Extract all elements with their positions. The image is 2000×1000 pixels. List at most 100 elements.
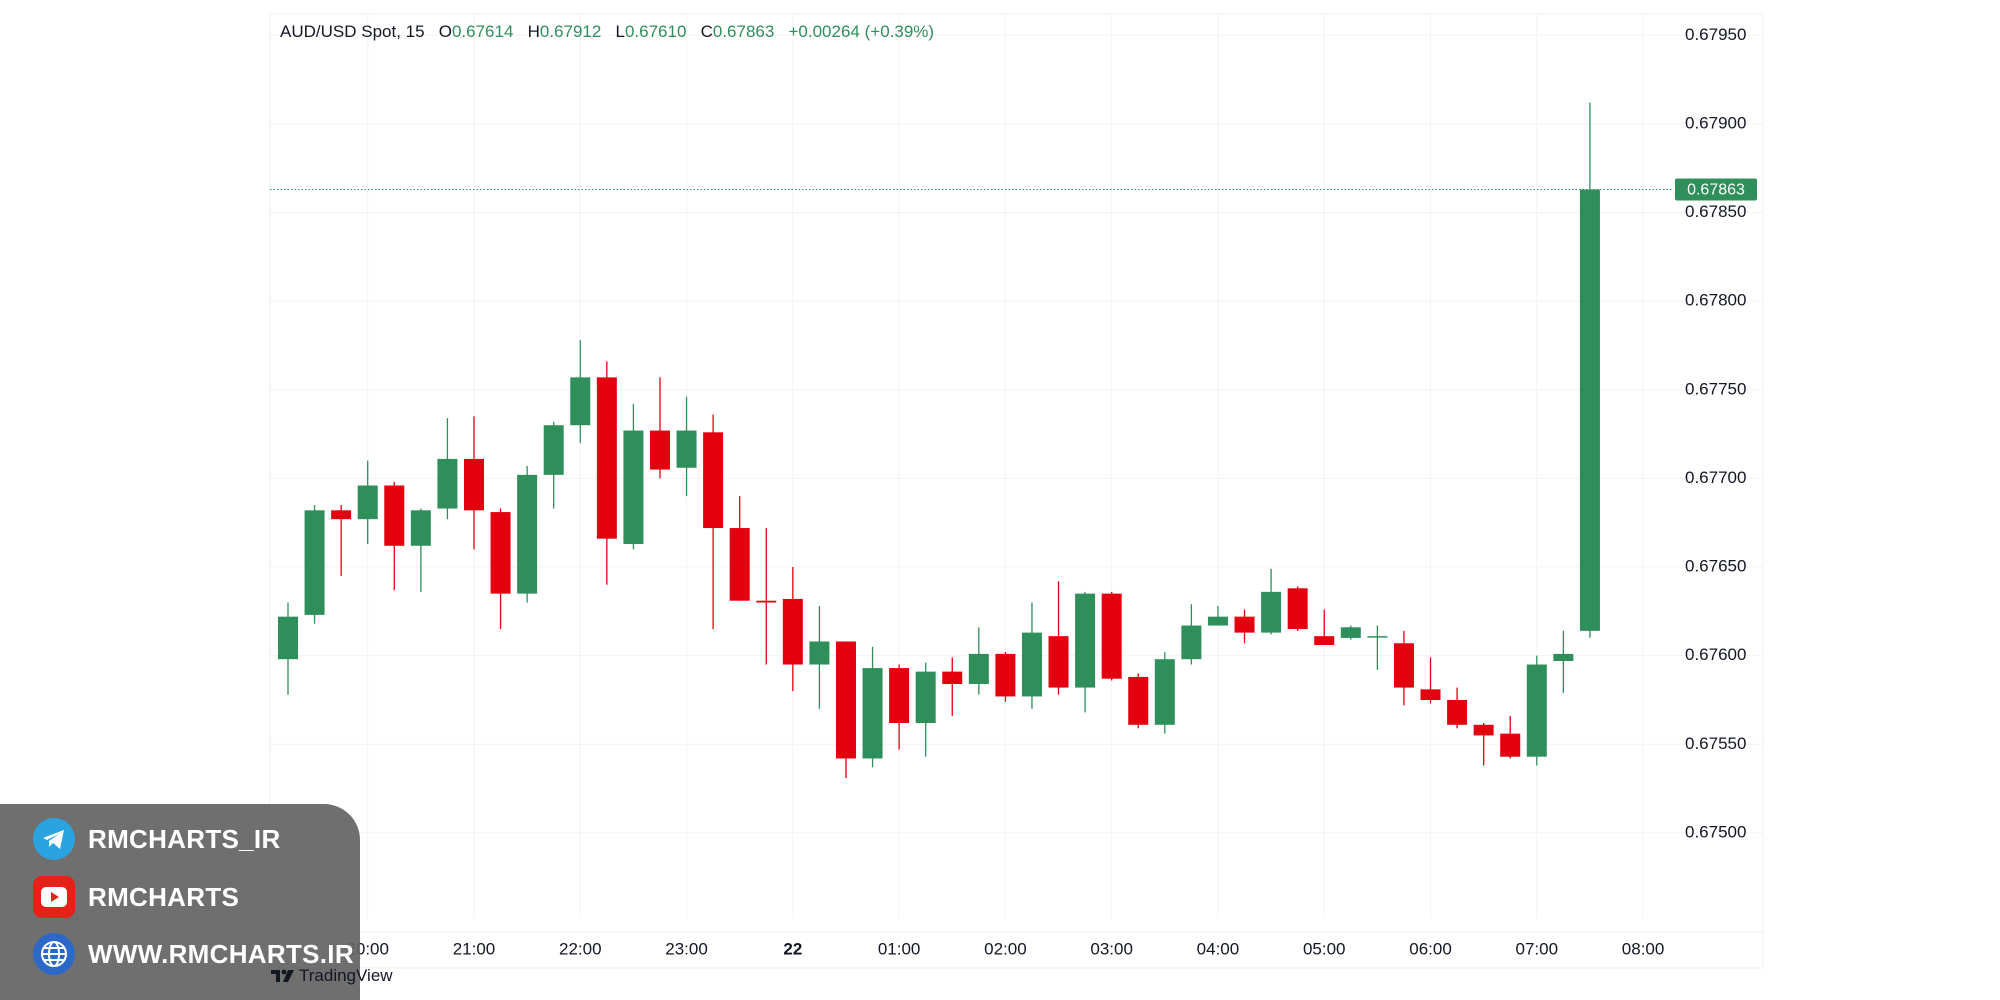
candle-body: [331, 510, 352, 520]
candle-body: [1579, 189, 1600, 631]
candle-body: [1261, 591, 1282, 633]
candle-body: [862, 668, 883, 759]
last-price-label: 0.67863: [1687, 182, 1745, 199]
candle-body: [357, 485, 378, 520]
candle-body: [543, 425, 564, 475]
ohlc-value: 0.67610: [624, 22, 687, 41]
candle-body: [649, 430, 670, 470]
candle-body: [676, 430, 697, 468]
ohlc-label: H: [527, 22, 540, 41]
candle-body: [1553, 653, 1574, 661]
candle-body: [1526, 664, 1547, 757]
logo: TradingView: [270, 966, 393, 986]
candle-body: [703, 432, 724, 529]
candle-body: [1473, 724, 1494, 736]
y-tick-label: 0.67700: [1685, 468, 1746, 487]
watermark-row: WWW.RMCHARTS.IR: [32, 930, 354, 978]
candle-body: [782, 598, 803, 665]
x-tick-label: 02:00: [984, 939, 1027, 958]
candle-body: [809, 641, 830, 665]
candle-body: [1207, 616, 1228, 626]
axes: 0.67500 0.67550 0.67600 0.67650 0.67700 0.677…: [346, 25, 1757, 958]
candle-body: [517, 474, 538, 594]
grid: [270, 14, 1763, 918]
candle-body: [915, 671, 936, 724]
y-tick-label: 0.67600: [1685, 645, 1746, 664]
candle-body: [304, 510, 325, 615]
candle-body: [1234, 616, 1255, 633]
y-tick-label: 0.67800: [1685, 291, 1746, 310]
y-tick-label: 0.67950: [1685, 25, 1746, 44]
watermark-text: WWW.RMCHARTS.IR: [88, 938, 354, 969]
ohlc-label: L: [615, 22, 625, 41]
x-tick-label: 03:00: [1090, 939, 1133, 958]
candle-body: [1154, 659, 1175, 725]
watermark-text: RMCHARTS: [88, 881, 240, 912]
watermark-row: RMCHARTS_IR: [32, 815, 281, 863]
candle-body: [490, 512, 511, 594]
candle-body: [463, 458, 484, 511]
candles: [270, 102, 1672, 778]
logo-icon: [271, 969, 294, 982]
candle-body: [889, 668, 910, 724]
candle-body: [1021, 632, 1042, 697]
candle-body: [1181, 625, 1202, 660]
candle-body: [729, 528, 750, 601]
telegram-icon: [33, 818, 75, 860]
watermark-text: RMCHARTS_IR: [88, 823, 281, 854]
y-tick-label: 0.67850: [1685, 202, 1746, 221]
change: +0.00264 (+0.39%): [788, 22, 935, 41]
candle-body: [1314, 636, 1335, 646]
symbol: AUD/USD Spot, 15: [280, 22, 425, 41]
watermark-panel: RMCHARTS_IR RMCHARTS WWW.RMCHARTS.IR: [0, 804, 360, 1000]
x-tick-label: 23:00: [665, 939, 708, 958]
candle-body: [1287, 588, 1308, 630]
candle-body: [1420, 689, 1441, 700]
candle-body: [1101, 593, 1122, 679]
last-price-badge: [1675, 178, 1757, 201]
candle-body: [623, 430, 644, 544]
candle-body: [968, 653, 989, 685]
candle-body: [1048, 636, 1069, 688]
logo-text: TradingView: [299, 966, 393, 985]
ohlc-label: C: [700, 22, 713, 41]
youtube-icon: [33, 876, 75, 918]
candle-body: [596, 377, 617, 539]
x-tick-label: 06:00: [1409, 939, 1452, 958]
candle-body: [278, 616, 298, 660]
ohlc-value: 0.67614: [451, 22, 514, 41]
legend-header: AUD/USD Spot, 15 O0.67614 H0.67912 L0.67…: [280, 22, 934, 42]
candle-body: [384, 485, 405, 546]
y-tick-label: 0.67650: [1685, 557, 1746, 576]
candle-body: [570, 377, 591, 426]
candle-body: [995, 653, 1016, 697]
ohlc-label: O: [438, 22, 452, 41]
x-tick-label: 22:00: [559, 939, 602, 958]
candle-body: [1128, 676, 1149, 725]
y-tick-label: 0.67500: [1685, 822, 1746, 841]
x-tick-label: 22: [783, 939, 802, 958]
chart-frame: [269, 13, 1764, 969]
web-icon: [33, 933, 75, 975]
ohlc-value: 0.67912: [539, 22, 602, 41]
y-tick-label: 0.67750: [1685, 379, 1746, 398]
candle-body: [410, 510, 431, 546]
candle-body: [1367, 636, 1388, 638]
x-tick-label: 04:00: [1197, 939, 1240, 958]
candle-body: [1447, 699, 1468, 725]
candle-body: [437, 458, 458, 509]
watermark-row: RMCHARTS: [32, 873, 239, 921]
candle-body: [1340, 627, 1361, 638]
candle-body: [756, 600, 777, 603]
x-tick-label: 08:00: [1622, 939, 1665, 958]
x-tick-label: 21:00: [453, 939, 496, 958]
candle-body: [1393, 643, 1414, 688]
candle-body: [1500, 733, 1521, 757]
y-tick-label: 0.67900: [1685, 113, 1746, 132]
candle-body: [835, 641, 856, 759]
y-tick-label: 0.67550: [1685, 734, 1746, 753]
x-tick-label: 07:00: [1516, 939, 1559, 958]
candle-body: [1075, 593, 1096, 688]
